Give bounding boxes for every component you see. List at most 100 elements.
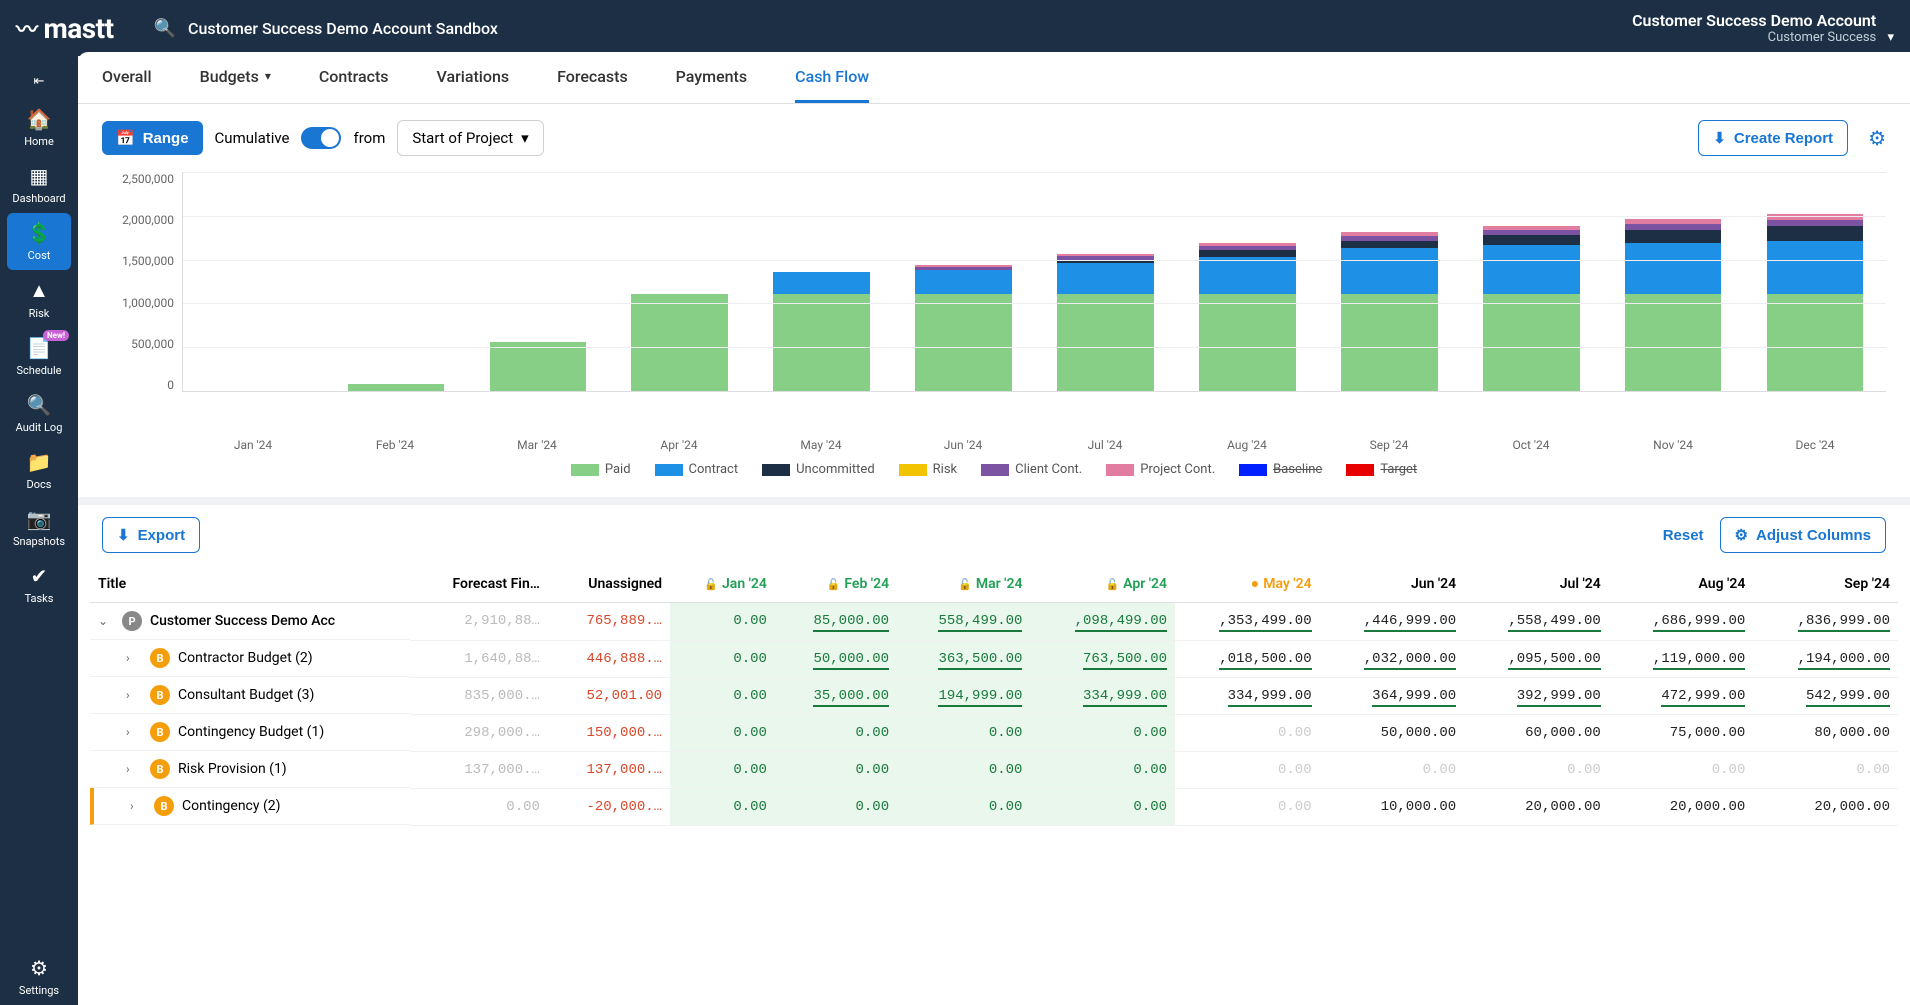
account-switcher[interactable]: Customer Success Demo Account Customer S… (1632, 11, 1894, 45)
value-cell[interactable]: 0.00 (670, 603, 775, 641)
value-cell[interactable]: 392,999.00 (1464, 677, 1609, 714)
value-cell[interactable]: 50,000.00 (1320, 714, 1465, 751)
value-cell[interactable]: 334,999.00 (1030, 677, 1175, 714)
value-cell[interactable]: 0.00 (670, 788, 775, 825)
legend-item-client-cont-[interactable]: Client Cont. (981, 462, 1082, 477)
horizontal-scrollbar[interactable] (90, 991, 1898, 1005)
cumulative-toggle[interactable] (301, 127, 341, 149)
tab-payments[interactable]: Payments (676, 52, 747, 103)
column-header[interactable]: Apr '24 (1030, 565, 1175, 603)
value-cell[interactable]: ,194,000.00 (1753, 640, 1898, 677)
sidebar-item-cost[interactable]: 💲 Cost (7, 213, 71, 270)
logo[interactable]: 〰 mastt (16, 12, 114, 45)
value-cell[interactable]: 363,500.00 (897, 640, 1030, 677)
breadcrumb[interactable]: Customer Success Demo Account Sandbox (188, 19, 498, 38)
sidebar-item-tasks[interactable]: ✔ Tasks (7, 556, 71, 613)
value-cell[interactable]: 0.00 (1030, 714, 1175, 751)
value-cell[interactable]: 194,999.00 (897, 677, 1030, 714)
sidebar-collapse-button[interactable]: ⇤ (34, 64, 45, 99)
export-button[interactable]: ⬇ Export (102, 517, 200, 553)
column-header[interactable]: Jul '24 (1464, 565, 1609, 603)
search-icon[interactable]: 🔍 (154, 18, 176, 39)
column-header[interactable]: Jan '24 (670, 565, 775, 603)
legend-item-risk[interactable]: Risk (899, 462, 957, 477)
tab-contracts[interactable]: Contracts (319, 52, 389, 103)
range-button[interactable]: 📅 Range (102, 121, 203, 155)
column-header[interactable]: Forecast Fin… (410, 565, 548, 603)
value-cell[interactable]: 0.00 (670, 677, 775, 714)
expand-chevron-icon[interactable]: › (126, 651, 142, 665)
value-cell[interactable]: 0.00 (897, 788, 1030, 825)
value-cell[interactable]: 0.00 (897, 751, 1030, 788)
value-cell[interactable]: ,032,000.00 (1320, 640, 1465, 677)
value-cell[interactable]: 763,500.00 (1030, 640, 1175, 677)
value-cell[interactable]: ,446,999.00 (1320, 603, 1465, 641)
value-cell[interactable]: 60,000.00 (1464, 714, 1609, 751)
column-header[interactable]: Unassigned (548, 565, 670, 603)
value-cell[interactable]: ,686,999.00 (1609, 603, 1754, 641)
value-cell[interactable]: 0.00 (1175, 714, 1320, 751)
tab-cash-flow[interactable]: Cash Flow (795, 52, 869, 103)
value-cell[interactable]: 20,000.00 (1753, 788, 1898, 825)
value-cell[interactable]: 0.00 (1030, 751, 1175, 788)
value-cell[interactable]: 20,000.00 (1609, 788, 1754, 825)
value-cell[interactable]: 10,000.00 (1320, 788, 1465, 825)
value-cell[interactable]: 0.00 (670, 640, 775, 677)
column-header[interactable]: Feb '24 (775, 565, 897, 603)
tab-variations[interactable]: Variations (437, 52, 510, 103)
start-select[interactable]: Start of Project ▾ (397, 120, 543, 156)
sidebar-item-risk[interactable]: ▲ Risk (7, 270, 71, 328)
tab-budgets[interactable]: Budgets ▾ (200, 52, 271, 103)
legend-item-target[interactable]: Target (1346, 462, 1417, 477)
chart-settings-button[interactable]: ⚙ (1868, 126, 1886, 150)
column-header[interactable]: May '24 (1175, 565, 1320, 603)
value-cell[interactable]: 80,000.00 (1753, 714, 1898, 751)
value-cell[interactable]: ,095,500.00 (1464, 640, 1609, 677)
legend-item-contract[interactable]: Contract (655, 462, 739, 477)
tab-forecasts[interactable]: Forecasts (557, 52, 628, 103)
value-cell[interactable]: ,018,500.00 (1175, 640, 1320, 677)
value-cell[interactable]: ,558,499.00 (1464, 603, 1609, 641)
expand-chevron-icon[interactable]: › (130, 799, 146, 813)
legend-item-paid[interactable]: Paid (571, 462, 631, 477)
sidebar-item-audit-log[interactable]: 🔍 Audit Log (7, 385, 71, 442)
value-cell[interactable]: 0.00 (1320, 751, 1465, 788)
column-header[interactable]: Mar '24 (897, 565, 1030, 603)
value-cell[interactable]: ,098,499.00 (1030, 603, 1175, 641)
value-cell[interactable]: 0.00 (897, 714, 1030, 751)
value-cell[interactable]: 0.00 (1175, 788, 1320, 825)
value-cell[interactable]: 0.00 (1030, 788, 1175, 825)
value-cell[interactable]: 35,000.00 (775, 677, 897, 714)
column-header[interactable]: Aug '24 (1609, 565, 1754, 603)
tab-overall[interactable]: Overall (102, 52, 152, 103)
legend-item-uncommitted[interactable]: Uncommitted (762, 462, 875, 477)
sidebar-item-dashboard[interactable]: ▦ Dashboard (7, 156, 71, 213)
column-header[interactable]: Sep '24 (1753, 565, 1898, 603)
sidebar-item-snapshots[interactable]: 📷 Snapshots (7, 499, 71, 556)
reset-button[interactable]: Reset (1663, 527, 1704, 544)
value-cell[interactable]: 0.00 (775, 788, 897, 825)
value-cell[interactable]: 542,999.00 (1753, 677, 1898, 714)
value-cell[interactable]: 0.00 (1175, 751, 1320, 788)
column-header[interactable]: Title (90, 565, 410, 603)
value-cell[interactable]: ,119,000.00 (1609, 640, 1754, 677)
value-cell[interactable]: 364,999.00 (1320, 677, 1465, 714)
expand-chevron-icon[interactable]: › (126, 762, 142, 776)
value-cell[interactable]: 0.00 (1753, 751, 1898, 788)
value-cell[interactable]: 0.00 (1464, 751, 1609, 788)
value-cell[interactable]: 0.00 (670, 714, 775, 751)
create-report-button[interactable]: ⬇ Create Report (1698, 120, 1848, 156)
value-cell[interactable]: 0.00 (775, 751, 897, 788)
expand-chevron-icon[interactable]: › (126, 725, 142, 739)
value-cell[interactable]: 75,000.00 (1609, 714, 1754, 751)
value-cell[interactable]: 558,499.00 (897, 603, 1030, 641)
value-cell[interactable]: 0.00 (775, 714, 897, 751)
value-cell[interactable]: 50,000.00 (775, 640, 897, 677)
expand-chevron-icon[interactable]: ⌄ (98, 614, 114, 628)
sidebar-item-schedule[interactable]: 📄 Schedule New! (7, 328, 71, 385)
legend-item-project-cont-[interactable]: Project Cont. (1106, 462, 1215, 477)
sidebar-item-home[interactable]: 🏠 Home (7, 99, 71, 156)
sidebar-item-docs[interactable]: 📁 Docs (7, 442, 71, 499)
expand-chevron-icon[interactable]: › (126, 688, 142, 702)
value-cell[interactable]: 85,000.00 (775, 603, 897, 641)
